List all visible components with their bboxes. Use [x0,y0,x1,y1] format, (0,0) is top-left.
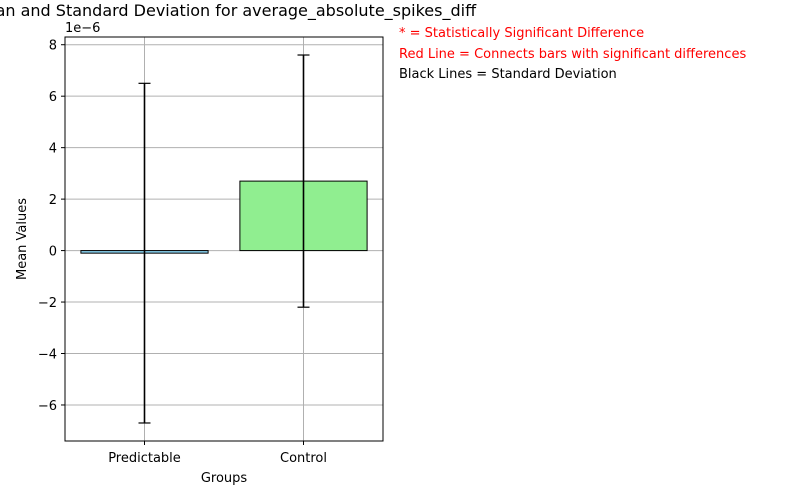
annotation-std-lines: Black Lines = Standard Deviation [399,67,617,82]
y-ticks-layer: −6 −4 −2 0 2 4 6 8 [38,39,65,414]
y-tick-label: 0 [49,245,57,260]
y-tick-label: −4 [38,348,57,363]
chart-title: Mean and Standard Deviation for average_… [0,1,477,21]
y-offset-label: 1e−6 [65,21,100,36]
y-axis-label: Mean Values [15,198,30,280]
y-tick-label: −6 [38,399,57,414]
y-tick-label: 8 [49,39,57,54]
x-tick-label-predictable: Predictable [108,451,181,466]
x-tick-label-control: Control [280,451,327,466]
plot-frame [64,36,384,442]
x-ticks-layer: Predictable Control [108,441,327,466]
y-tick-label: 2 [49,193,57,208]
x-axis-label: Groups [201,471,248,486]
y-tick-label: 6 [49,90,57,105]
annotation-significance: * = Statistically Significant Difference [399,26,644,41]
annotation-red-line: Red Line = Connects bars with significan… [399,47,746,62]
y-tick-label: −2 [38,296,57,311]
y-tick-label: 4 [49,142,57,157]
bars-layer [80,180,368,254]
error-bars-layer [138,54,310,424]
